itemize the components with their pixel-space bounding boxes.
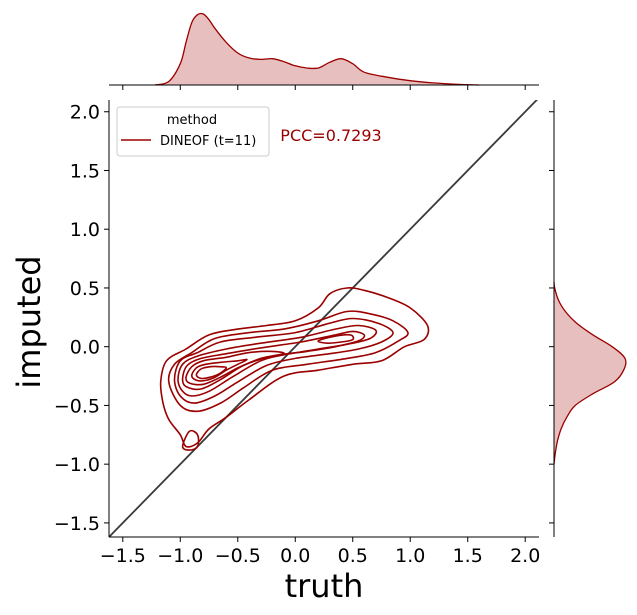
x-tick-label: −1.0 <box>157 545 203 567</box>
legend-box <box>116 106 270 157</box>
kde-contour-level-3 <box>173 317 394 404</box>
kde-contour-level-1 <box>159 287 430 448</box>
top-marginal-fill <box>155 13 480 85</box>
x-tick-label: 0.5 <box>338 545 368 567</box>
y-tick-label: 2.0 <box>70 102 100 124</box>
legend-entry-label: DINEOF (t=11) <box>160 134 256 149</box>
kde-contour-level-7 <box>190 358 248 382</box>
kde-contour-level-8 <box>195 365 228 380</box>
kde-contour-level-2 <box>167 310 409 413</box>
kde-contour-level-6 <box>185 350 285 386</box>
y-tick-label: 1.5 <box>70 160 100 182</box>
kde-contour-level-4 <box>177 324 378 397</box>
x-tick-label: 2.0 <box>510 545 540 567</box>
top-marginal-line <box>154 12 480 86</box>
main-plot-area: −1.5 −1.0 −0.5 0.0 0.5 1.0 1.5 2.0 −1.5 −1.0 −0.5… <box>54 100 540 567</box>
identity-reference-line <box>109 100 538 537</box>
right-marginal-fill <box>554 282 626 465</box>
x-axis-ticks: −1.5 −1.0 −0.5 0.0 0.5 1.0 1.5 2.0 <box>100 537 540 567</box>
pcc-annotation: PCC=0.7293 <box>280 126 381 145</box>
right-marginal-ticks <box>549 111 554 524</box>
y-axis-ticks: −1.5 −1.0 −0.5 0.0 0.5 1.0 1.5 2.0 <box>54 102 109 535</box>
x-tick-label: 0.0 <box>280 545 310 567</box>
y-axis-title: imputed <box>10 255 48 388</box>
kde-contours <box>159 287 430 451</box>
kde-contour-level-5 <box>181 330 366 391</box>
legend-title: method <box>167 113 217 128</box>
right-marginal-line <box>553 282 627 465</box>
y-tick-label: −1.0 <box>54 454 100 476</box>
kde-contour-level-10 <box>181 429 200 451</box>
y-tick-label: 1.0 <box>70 219 100 241</box>
right-marginal-density <box>549 100 627 537</box>
y-tick-label: 0.5 <box>70 278 100 300</box>
kde-contour-level-9 <box>317 333 355 345</box>
y-tick-label: −1.5 <box>54 513 100 535</box>
y-tick-label: −0.5 <box>54 395 100 417</box>
top-marginal-density <box>109 12 539 90</box>
x-axis-title: truth <box>285 567 364 605</box>
x-tick-label: −0.5 <box>215 545 261 567</box>
x-tick-label: −1.5 <box>100 545 146 567</box>
y-tick-label: 0.0 <box>70 337 100 359</box>
x-tick-label: 1.0 <box>395 545 425 567</box>
top-marginal-ticks <box>122 85 526 90</box>
legend: method DINEOF (t=11) <box>116 106 270 157</box>
x-tick-label: 1.5 <box>453 545 483 567</box>
